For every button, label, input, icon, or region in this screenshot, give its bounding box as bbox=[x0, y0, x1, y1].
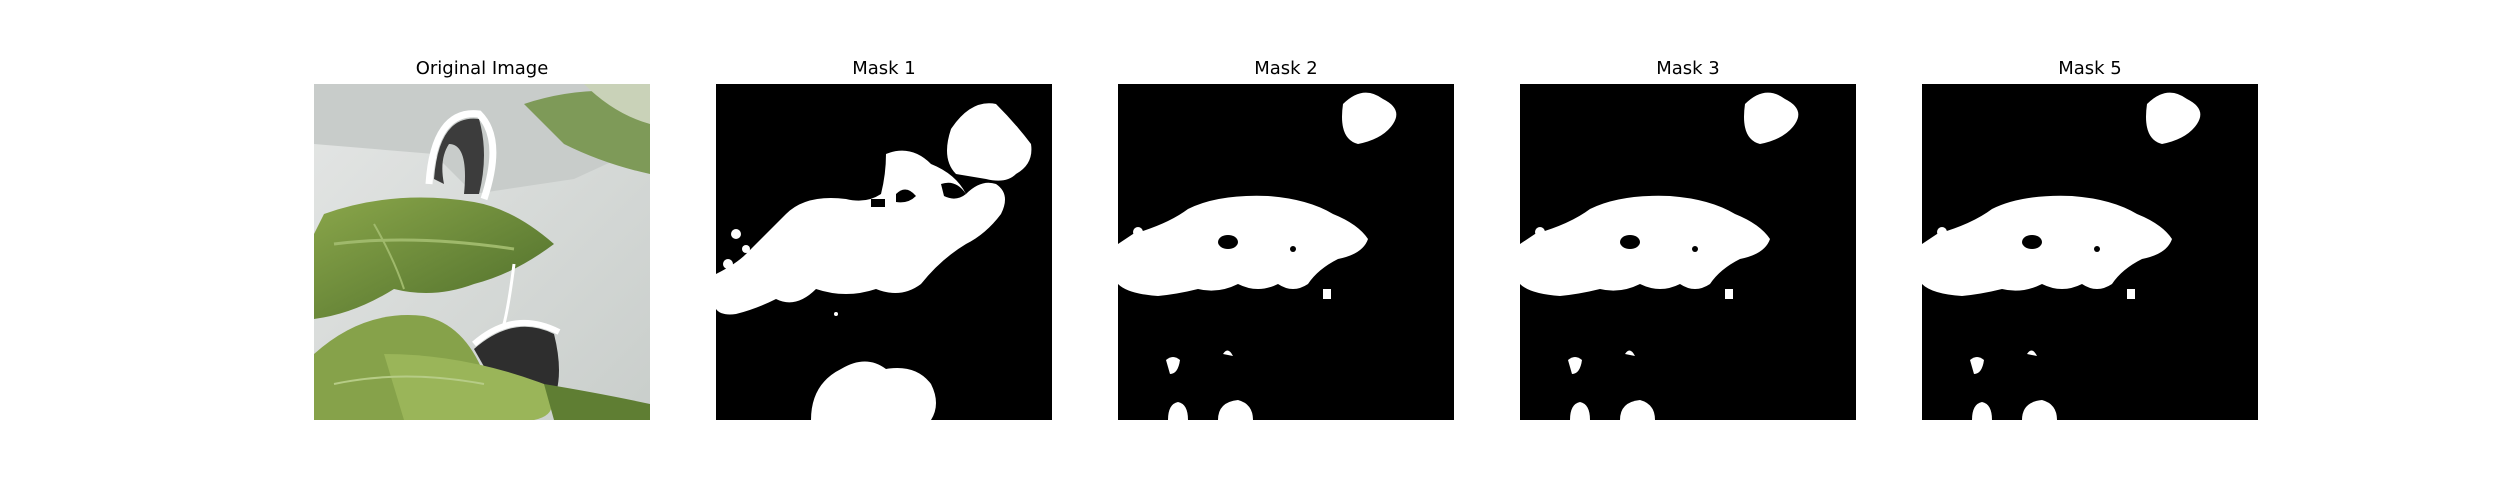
mask-3-image bbox=[1520, 84, 1856, 420]
mask-1-image bbox=[716, 84, 1052, 420]
panel-title: Mask 5 bbox=[2058, 58, 2122, 79]
original-photo bbox=[314, 84, 650, 420]
panel-title: Mask 3 bbox=[1656, 58, 1720, 79]
mask-5-image bbox=[1922, 84, 2258, 420]
panel-title: Mask 1 bbox=[852, 58, 916, 79]
panel-title: Mask 2 bbox=[1254, 58, 1318, 79]
panel-title: Original Image bbox=[415, 58, 549, 79]
mask-2-image bbox=[1118, 84, 1454, 420]
